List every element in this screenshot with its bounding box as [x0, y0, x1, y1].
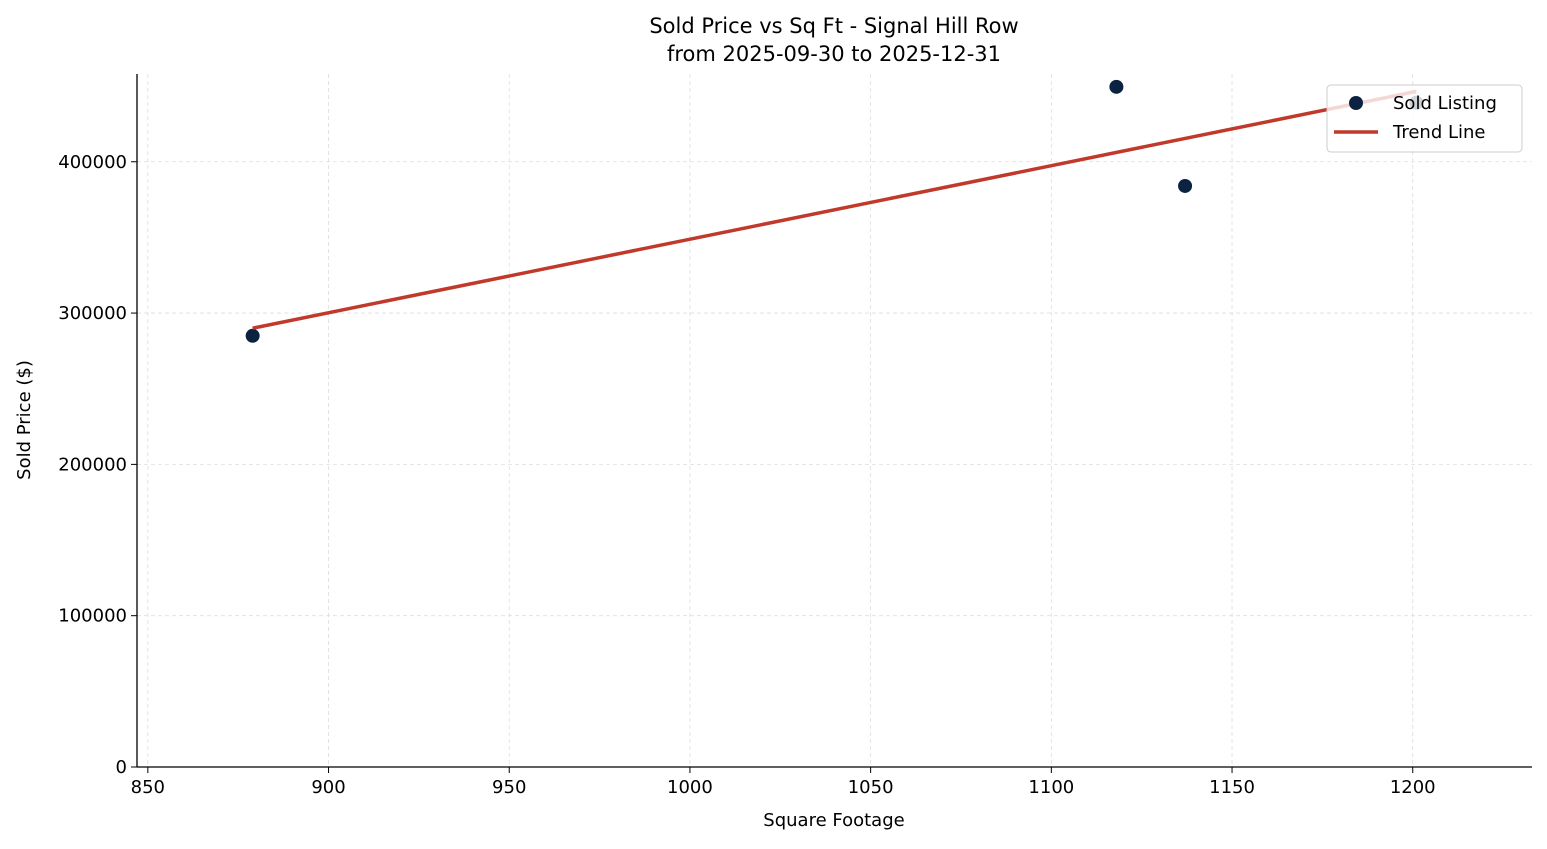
legend: Sold Listing Trend Line	[1326, 84, 1523, 153]
data-point	[1109, 79, 1124, 94]
legend-label-line: Trend Line	[1392, 122, 1486, 143]
x-axis-label: Square Footage	[763, 810, 904, 831]
y-tick-label: 300000	[58, 303, 127, 324]
y-tick-label: 0	[116, 757, 127, 778]
x-tick-label: 1200	[1390, 777, 1436, 798]
x-tick-label: 850	[131, 777, 165, 798]
grid	[137, 74, 1532, 768]
x-tick-label: 1150	[1209, 777, 1255, 798]
marks	[245, 79, 1424, 343]
x-tick-label: 900	[311, 777, 345, 798]
y-tick-label: 200000	[58, 454, 127, 475]
ticks: 850 900 950 1000 1050 1100 1150 1200 0 100000 2000…	[58, 152, 1435, 798]
chart-subtitle: from 2025-09-30 to 2025-12-31	[667, 42, 1001, 66]
y-axis-label: Sold Price ($)	[14, 360, 35, 480]
x-tick-label: 1100	[1028, 777, 1074, 798]
legend-label-scatter: Sold Listing	[1393, 93, 1497, 114]
y-tick-label: 100000	[58, 606, 127, 627]
data-point	[1178, 178, 1193, 193]
trend-line	[252, 89, 1417, 330]
x-tick-label: 1000	[667, 777, 713, 798]
y-tick-label: 400000	[58, 152, 127, 173]
data-point	[245, 328, 260, 343]
x-tick-label: 950	[492, 777, 526, 798]
legend-box	[1326, 84, 1523, 153]
chart-title: Sold Price vs Sq Ft - Signal Hill Row	[649, 14, 1018, 38]
legend-marker-scatter	[1349, 96, 1363, 110]
x-tick-label: 1050	[848, 777, 894, 798]
